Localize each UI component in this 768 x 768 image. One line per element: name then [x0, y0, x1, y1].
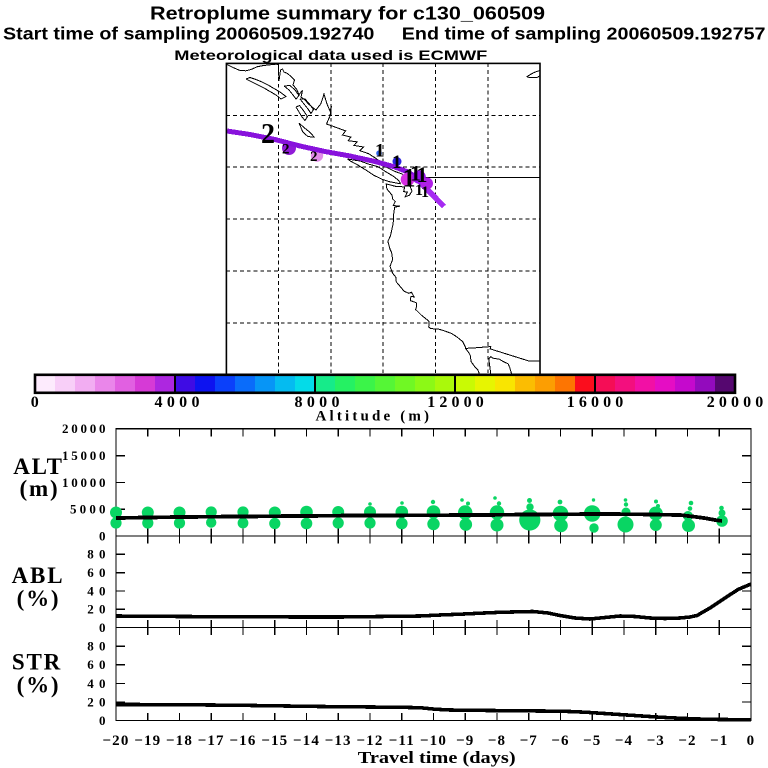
svg-text:0: 0 [99, 713, 106, 728]
svg-text:−6: −6 [551, 733, 569, 749]
svg-text:Start time of sampling 2006050: Start time of sampling 20060509.192740 E… [3, 24, 766, 44]
svg-text:2: 2 [261, 119, 275, 150]
svg-text:Retroplume summary for c130_06: Retroplume summary for c130_060509 [150, 4, 545, 24]
svg-text:−18: −18 [166, 733, 193, 749]
svg-text:1: 1 [403, 164, 416, 193]
svg-text:2: 2 [282, 142, 290, 158]
svg-text:0: 0 [31, 394, 39, 411]
svg-text:−13: −13 [325, 733, 352, 749]
svg-text:ABL: ABL [12, 563, 65, 588]
svg-text:20000: 20000 [62, 421, 106, 436]
svg-text:−7: −7 [520, 733, 538, 749]
svg-text:Altitude (m): Altitude (m) [316, 409, 430, 425]
svg-text:ALT: ALT [13, 454, 64, 479]
svg-text:−9: −9 [456, 733, 474, 749]
svg-text:−20: −20 [102, 733, 129, 749]
svg-text:1: 1 [410, 161, 421, 186]
svg-text:−1: −1 [710, 733, 728, 749]
svg-text:Meteorological data used is EC: Meteorological data used is ECMWF [174, 47, 488, 63]
svg-text:(%): (%) [17, 586, 61, 611]
svg-text:1: 1 [392, 152, 402, 173]
svg-text:−4: −4 [615, 733, 633, 749]
svg-text:Travel time (days): Travel time (days) [358, 748, 516, 767]
svg-text:15000: 15000 [62, 448, 106, 463]
svg-text:10000: 10000 [62, 475, 106, 490]
svg-text:−17: −17 [198, 733, 225, 749]
svg-text:−11: −11 [389, 733, 415, 749]
svg-text:−15: −15 [261, 733, 288, 749]
svg-text:2: 2 [310, 149, 318, 165]
svg-text:1: 1 [417, 162, 428, 187]
svg-text:0: 0 [99, 620, 106, 635]
svg-text:STR: STR [12, 650, 62, 675]
svg-text:(%): (%) [17, 673, 61, 698]
svg-text:1: 1 [375, 141, 385, 162]
svg-text:16000: 16000 [567, 394, 624, 411]
svg-text:12000: 12000 [427, 394, 484, 411]
svg-text:−12: −12 [356, 733, 383, 749]
svg-text:−2: −2 [678, 733, 696, 749]
svg-text:−5: −5 [583, 733, 601, 749]
svg-text:(m): (m) [20, 476, 60, 501]
svg-text:−10: −10 [420, 733, 447, 749]
svg-text:−8: −8 [488, 733, 506, 749]
svg-text:1: 1 [421, 184, 429, 201]
svg-text:−16: −16 [229, 733, 256, 749]
svg-text:−14: −14 [293, 733, 320, 749]
svg-text:1: 1 [415, 182, 423, 199]
svg-text:−19: −19 [134, 733, 161, 749]
svg-text:0: 0 [99, 528, 106, 543]
svg-text:−3: −3 [647, 733, 665, 749]
svg-text:20000: 20000 [707, 394, 764, 411]
svg-text:0: 0 [747, 733, 756, 749]
